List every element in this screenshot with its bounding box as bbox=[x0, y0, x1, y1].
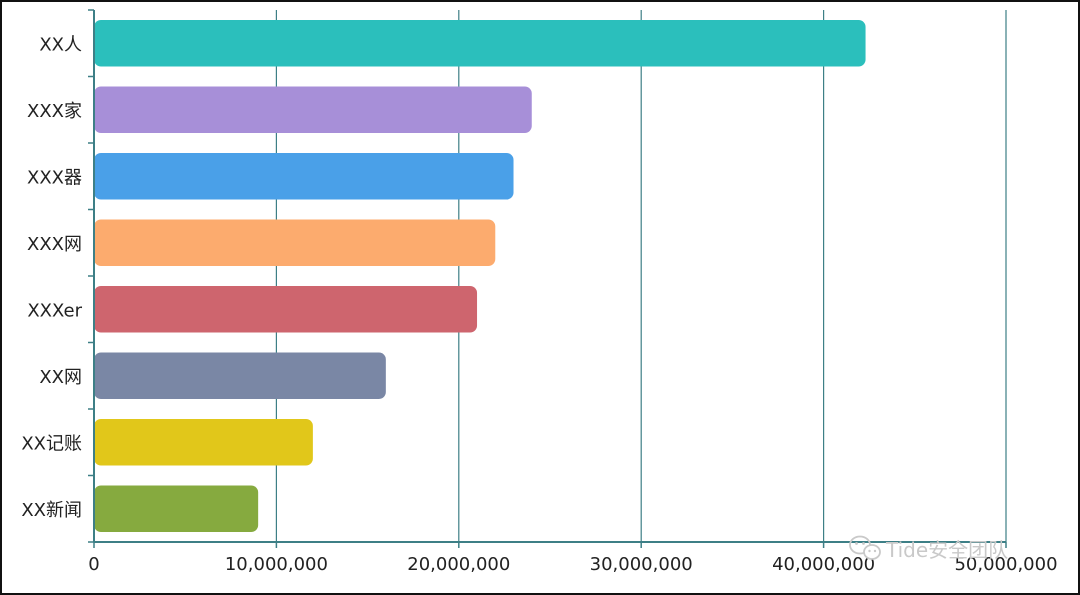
bar bbox=[94, 19, 866, 67]
bar bbox=[94, 152, 514, 200]
category-label: XX人 bbox=[39, 34, 82, 55]
x-tick-label: 10,000,000 bbox=[225, 554, 328, 575]
bar-layer bbox=[94, 19, 866, 533]
category-label: XX记账 bbox=[21, 433, 82, 454]
category-label: XX网 bbox=[39, 367, 82, 388]
bar bbox=[94, 418, 313, 466]
wechat-icon bbox=[849, 535, 881, 560]
x-tick-label: 40,000,000 bbox=[772, 554, 875, 575]
axis-layer bbox=[88, 9, 1007, 548]
label-layer: 0 10,000,000 20,000,000 30,000,000 40,000,00… bbox=[21, 34, 1057, 575]
x-tick-label: 30,000,000 bbox=[590, 554, 693, 575]
category-label: XX新闻 bbox=[21, 500, 82, 521]
category-label: XXX器 bbox=[27, 167, 82, 188]
bar bbox=[94, 352, 386, 400]
category-label: XXX家 bbox=[27, 101, 82, 122]
category-label: XXXer bbox=[27, 300, 82, 321]
watermark-text: Tide安全团队 bbox=[885, 538, 1008, 562]
x-tick-label: 20,000,000 bbox=[407, 554, 510, 575]
x-tick-label: 50,000,000 bbox=[954, 554, 1057, 575]
bar bbox=[94, 86, 532, 134]
bar bbox=[94, 485, 259, 533]
category-label: XXX网 bbox=[27, 234, 82, 255]
watermark: Tide安全团队 bbox=[849, 535, 1008, 562]
bar bbox=[94, 219, 496, 267]
bar bbox=[94, 285, 478, 333]
x-tick-label: 0 bbox=[88, 554, 99, 575]
